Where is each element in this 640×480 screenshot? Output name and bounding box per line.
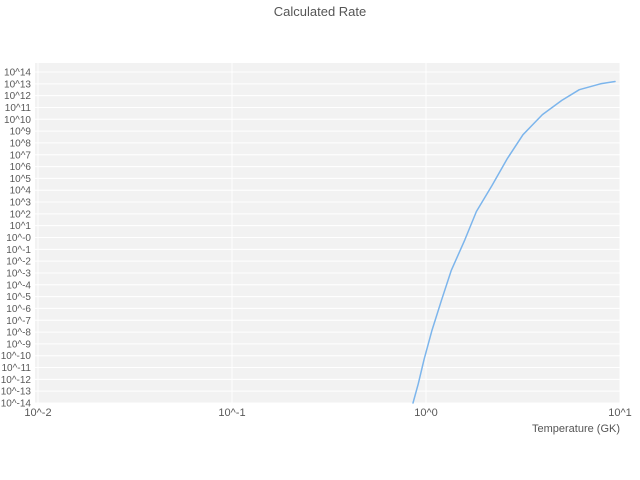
x-tick-label: 10^-1 xyxy=(218,407,245,419)
y-tick-label: 10^11 xyxy=(5,103,32,114)
y-tick-label: 10^1 xyxy=(10,221,32,232)
y-tick-label: 10^2 xyxy=(10,209,32,220)
rate-curve xyxy=(412,80,616,404)
y-tick-label: 10^-12 xyxy=(1,375,32,386)
y-tick-label: 10^-5 xyxy=(6,292,31,303)
plot-area xyxy=(35,63,620,403)
y-tick-label: 10^-7 xyxy=(6,316,31,327)
y-tick-label: 10^-0 xyxy=(6,233,31,244)
y-tick-label: 10^7 xyxy=(10,150,32,161)
y-tick-label: 10^3 xyxy=(10,198,32,209)
y-tick-label: 10^-14 xyxy=(1,399,32,410)
y-tick-label: 10^-6 xyxy=(6,304,31,315)
y-tick-label: 10^8 xyxy=(10,138,32,149)
y-tick-label: 10^-10 xyxy=(1,351,32,362)
y-tick-label: 10^14 xyxy=(4,68,31,79)
y-tick-label: 10^12 xyxy=(4,91,31,102)
y-tick-label: 10^-8 xyxy=(6,328,31,339)
x-axis-title: Temperature (GK) xyxy=(531,423,620,435)
x-tick-label: 10^-2 xyxy=(24,407,51,419)
y-tick-label: 10^-3 xyxy=(6,268,31,279)
y-tick-label: 10^-4 xyxy=(6,280,31,291)
x-tick-label: 10^1 xyxy=(608,407,632,419)
y-tick-label: 10^-13 xyxy=(1,387,32,398)
y-tick-label: 10^-2 xyxy=(6,257,31,268)
y-tick-label: 10^9 xyxy=(10,127,32,138)
y-tick-label: 10^4 xyxy=(10,186,32,197)
y-tick-label: 10^6 xyxy=(10,162,32,173)
y-tick-label: 10^-11 xyxy=(1,363,31,374)
chart-title: Calculated Rate xyxy=(273,4,367,19)
y-tick-label: 10^5 xyxy=(10,174,32,185)
y-tick-label: 10^10 xyxy=(4,115,31,126)
y-tick-label: 10^-9 xyxy=(6,339,31,350)
x-tick-label: 10^0 xyxy=(414,407,438,419)
y-tick-label: 10^-1 xyxy=(6,245,31,256)
y-tick-label: 10^13 xyxy=(4,79,31,90)
